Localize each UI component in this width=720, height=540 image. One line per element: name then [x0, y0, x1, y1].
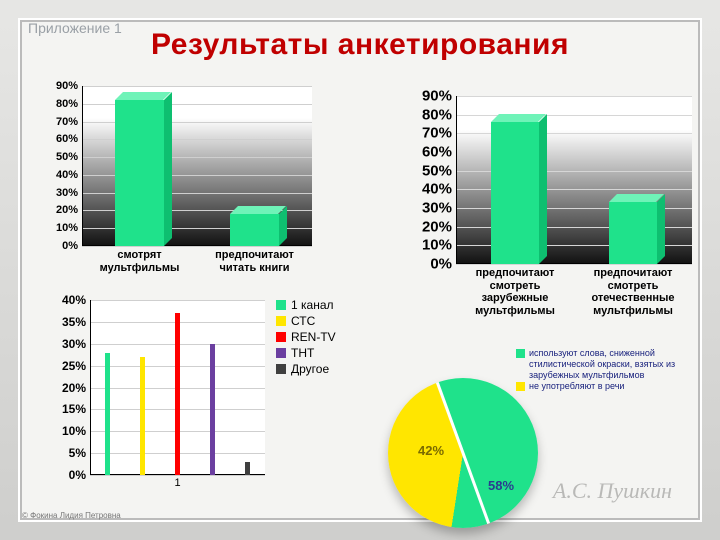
bar: [140, 357, 145, 475]
y-axis-label: 30%: [56, 187, 82, 199]
y-axis-label: 40%: [422, 181, 456, 198]
y-axis-label: 60%: [56, 133, 82, 145]
legend-item: не употребляют в речи: [516, 381, 696, 392]
slide: Приложение 1 Результаты анкетирования 0%…: [0, 0, 720, 540]
legend-swatch: [276, 348, 286, 358]
bar-side: [164, 92, 172, 246]
y-axis-label: 60%: [422, 144, 456, 161]
chart-foreign-vs-domestic: 0%10%20%30%40%50%60%70%80%90%предпочитаю…: [456, 96, 692, 264]
bar-top: [609, 194, 664, 202]
bar: [230, 214, 278, 246]
legend-item: ТНТ: [276, 346, 336, 360]
y-axis-label: 40%: [62, 293, 90, 307]
y-axis-label: 90%: [422, 88, 456, 105]
bar-side: [539, 114, 547, 264]
y-axis-label: 10%: [422, 237, 456, 254]
y-axis-label: 10%: [56, 222, 82, 234]
bar: [491, 122, 538, 264]
bar-side: [657, 194, 665, 264]
signature-watermark: А.С. Пушкин: [553, 478, 672, 504]
slide-inner: Приложение 1 Результаты анкетирования 0%…: [18, 18, 702, 522]
y-axis-label: 0%: [62, 240, 82, 252]
y-axis-label: 70%: [422, 125, 456, 142]
bar-top: [230, 206, 286, 214]
author-credit: © Фокина Лидия Петровна: [22, 511, 121, 520]
legend-item: используют слова, сниженной стилистическ…: [516, 348, 696, 380]
gridline: [456, 115, 692, 116]
legend-label: 1 канал: [291, 298, 334, 312]
legend-swatch: [516, 349, 525, 358]
legend-label: СТС: [291, 314, 315, 328]
y-axis-label: 0%: [430, 256, 456, 273]
chart-channels-legend: 1 канал СТС REN-TV ТНТ Другое: [276, 298, 336, 378]
legend-item: СТС: [276, 314, 336, 328]
bar: [245, 462, 250, 475]
bar: [175, 313, 180, 475]
y-axis-label: 80%: [422, 106, 456, 123]
y-axis-label: 30%: [422, 200, 456, 217]
y-axis-label: 10%: [62, 424, 90, 438]
legend-swatch: [276, 364, 286, 374]
legend-label: используют слова, сниженной стилистическ…: [529, 348, 696, 380]
x-axis-label: 1: [90, 475, 265, 489]
legend-item: 1 канал: [276, 298, 336, 312]
legend-label: REN-TV: [291, 330, 336, 344]
y-axis-label: 25%: [62, 359, 90, 373]
chart-watch-vs-read: 0%10%20%30%40%50%60%70%80%90%смотрятмуль…: [82, 86, 312, 246]
pie-slice-label: 58%: [488, 478, 514, 493]
legend-swatch: [276, 316, 286, 326]
y-axis-label: 20%: [422, 218, 456, 235]
pie-slice-label: 42%: [418, 443, 444, 458]
legend-label: не употребляют в речи: [529, 381, 624, 392]
page-title: Результаты анкетирования: [26, 28, 694, 62]
y-axis-label: 5%: [69, 446, 90, 460]
bar: [210, 344, 215, 475]
bar-top: [115, 92, 171, 100]
x-axis-label: предпочитаютсмотретьотечественныемультфи…: [574, 264, 692, 318]
legend-swatch: [276, 300, 286, 310]
y-axis-label: 70%: [56, 116, 82, 128]
chart-channels: 0%5%10%15%20%25%30%35%40%1: [90, 300, 265, 475]
legend-swatch: [516, 382, 525, 391]
x-axis-label: предпочитаютсмотретьзарубежныемультфильм…: [456, 264, 574, 318]
bar-top: [491, 114, 546, 122]
y-axis-label: 50%: [56, 151, 82, 163]
legend-label: Другое: [291, 362, 329, 376]
y-axis-label: 35%: [62, 315, 90, 329]
x-axis-label: смотрятмультфильмы: [82, 246, 197, 274]
bar: [115, 100, 163, 246]
x-axis-label: предпочитаютчитать книги: [197, 246, 312, 274]
y-axis-label: 15%: [62, 402, 90, 416]
gridline: [82, 86, 312, 87]
y-axis-label: 20%: [62, 381, 90, 395]
bar: [609, 202, 656, 264]
y-axis-label: 50%: [422, 162, 456, 179]
legend-swatch: [276, 332, 286, 342]
y-axis-label: 20%: [56, 204, 82, 216]
legend-item: Другое: [276, 362, 336, 376]
appendix-label: Приложение 1: [28, 20, 122, 36]
y-axis-label: 80%: [56, 98, 82, 110]
gridline: [90, 300, 265, 301]
legend-item: REN-TV: [276, 330, 336, 344]
y-axis-label: 40%: [56, 169, 82, 181]
y-axis-label: 30%: [62, 337, 90, 351]
y-axis-label: 0%: [69, 468, 90, 482]
legend-label: ТНТ: [291, 346, 314, 360]
gridline: [456, 96, 692, 97]
bar: [105, 353, 110, 476]
y-axis-label: 90%: [56, 80, 82, 92]
pie-legend: используют слова, сниженной стилистическ…: [516, 348, 696, 393]
pie-chart: [388, 378, 538, 528]
